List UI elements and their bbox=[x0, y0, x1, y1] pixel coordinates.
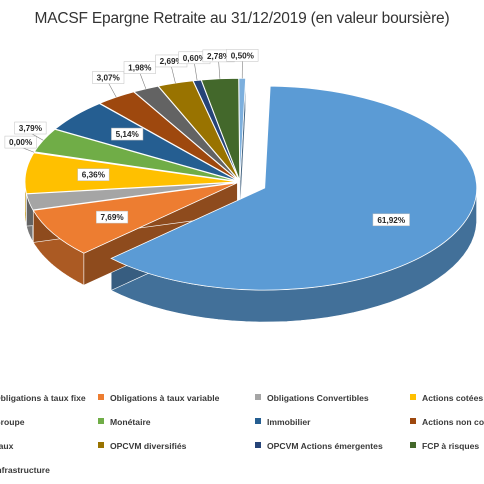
legend-item: Actions cotées bbox=[410, 392, 483, 404]
legend-label: Monétaire bbox=[110, 417, 151, 427]
pie-slice-5 bbox=[33, 128, 238, 182]
data-label-3: 6,36% bbox=[82, 171, 106, 180]
data-label-box-8 bbox=[123, 61, 156, 74]
data-label-box-12 bbox=[226, 49, 259, 62]
legend-label: Immobilier bbox=[267, 417, 311, 427]
legend-item: Immobilier bbox=[255, 416, 310, 428]
data-label-box-3 bbox=[77, 168, 110, 181]
legend-item: OPCVM diversifiés bbox=[98, 440, 186, 452]
data-label-5: 3,79% bbox=[19, 124, 43, 133]
data-label-1: 7,69% bbox=[100, 213, 124, 222]
pie-slice-2 bbox=[26, 181, 238, 211]
data-label-9: 2,69% bbox=[160, 57, 184, 66]
legend-item: Taux bbox=[0, 440, 13, 452]
pie-top-layer bbox=[24, 77, 478, 291]
legend-swatch bbox=[410, 394, 416, 400]
data-label-layer: 61,92% 7,69% 6,36% 0,00% 3,79% 5,14% 3,07% 1,98… bbox=[4, 49, 410, 227]
pie-slice-1 bbox=[32, 182, 238, 254]
legend-swatch bbox=[98, 418, 104, 424]
legend-label: Actions non cotées bbox=[422, 417, 484, 427]
legend-label: Actions cotées bbox=[422, 393, 484, 403]
legend-item: Groupe bbox=[0, 416, 25, 428]
legend-item: FCP à risques bbox=[410, 440, 479, 452]
data-label-10: 0,60% bbox=[183, 54, 207, 63]
legend-label: Obligations à taux fixe bbox=[0, 393, 86, 403]
leader-line-11 bbox=[218, 60, 221, 79]
legend-item: Monétaire bbox=[98, 416, 151, 428]
data-label-7: 3,07% bbox=[97, 74, 121, 83]
legend-swatch bbox=[410, 442, 416, 448]
legend-item: OPCVM Actions émergentes bbox=[255, 440, 383, 452]
legend-swatch bbox=[410, 418, 416, 424]
legend-swatch bbox=[98, 394, 104, 400]
data-label-box-5 bbox=[14, 121, 47, 135]
data-label-11: 2,78% bbox=[207, 52, 231, 61]
data-label-box-7 bbox=[92, 71, 125, 84]
legend-label: OPCVM Actions émergentes bbox=[267, 441, 383, 451]
legend-label: Obligations à taux variable bbox=[110, 393, 220, 403]
pie-slice-6 bbox=[54, 103, 238, 182]
leader-line-8 bbox=[139, 72, 147, 89]
legend-swatch bbox=[98, 442, 104, 448]
legend-label: Taux bbox=[0, 441, 14, 451]
data-label-8: 1,98% bbox=[128, 64, 152, 73]
legend-label: OPCVM diversifiés bbox=[110, 441, 187, 451]
data-label-box-4 bbox=[4, 135, 37, 149]
data-label-6: 5,14% bbox=[116, 130, 140, 139]
legend-item: Actions non cotées bbox=[410, 416, 484, 428]
pie-slice-3 bbox=[24, 152, 238, 195]
legend-label: Infrastructure bbox=[0, 465, 50, 475]
legend-swatch bbox=[255, 442, 261, 448]
data-label-0: 61,92% bbox=[377, 216, 405, 225]
legend-item: Obligations Convertibles bbox=[255, 392, 369, 404]
legend-item: Obligations à taux variable bbox=[98, 392, 219, 404]
data-label-4: 0,00% bbox=[9, 138, 33, 147]
chart-title: MACSF Epargne Retraite au 31/12/2019 (en… bbox=[34, 10, 450, 27]
pie-slice-12 bbox=[238, 77, 247, 181]
legend-label: Groupe bbox=[0, 417, 25, 427]
legend-item: Obligations à taux fixe bbox=[0, 392, 86, 404]
leader-line-7 bbox=[107, 82, 117, 98]
pie-slice-0 bbox=[110, 85, 478, 291]
data-label-box-1 bbox=[96, 210, 129, 224]
legend-swatch bbox=[255, 394, 261, 400]
data-label-box-0 bbox=[372, 213, 410, 227]
legend-item: Infrastructure bbox=[0, 464, 50, 476]
legend-label: FCP à risques bbox=[422, 441, 480, 451]
leader-line-10 bbox=[194, 62, 198, 81]
leader-line-9 bbox=[170, 65, 176, 84]
legend-swatch bbox=[255, 418, 261, 424]
data-label-box-6 bbox=[111, 127, 144, 141]
legend-label: Obligations Convertibles bbox=[267, 393, 369, 403]
data-label-12: 0,50% bbox=[231, 51, 255, 60]
